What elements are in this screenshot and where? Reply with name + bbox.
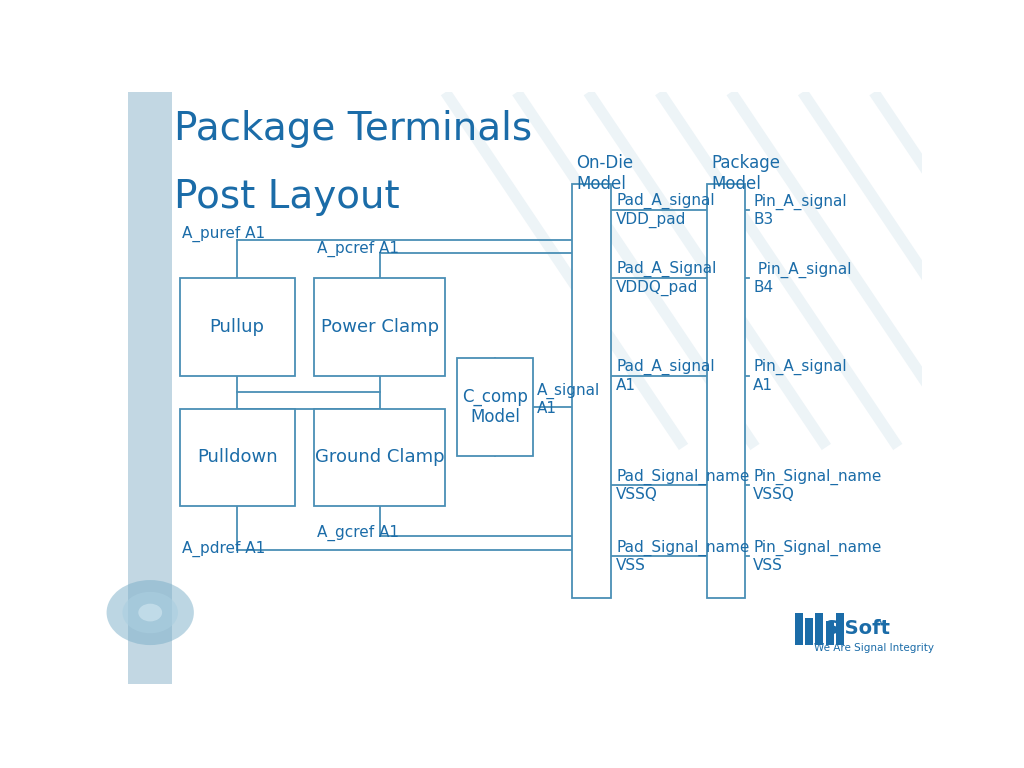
Bar [805, 618, 813, 645]
Text: Pin_A_signal
B3: Pin_A_signal B3 [754, 194, 847, 227]
Text: Pin_Signal_name
VSSQ: Pin_Signal_name VSSQ [754, 468, 882, 502]
Text: Pin_A_signal
A1: Pin_A_signal A1 [754, 359, 847, 392]
Text: Post Layout: Post Layout [174, 178, 399, 216]
Circle shape [106, 580, 194, 645]
Text: Pad_Signal_name
VSSQ: Pad_Signal_name VSSQ [616, 468, 750, 502]
Circle shape [123, 592, 178, 634]
Bar [795, 613, 803, 645]
Bar [179, 279, 295, 376]
Bar [128, 92, 172, 684]
Text: C_comp
Model: C_comp Model [462, 388, 528, 426]
Text: Ground Clamp: Ground Clamp [315, 449, 444, 466]
Bar [708, 184, 745, 598]
Text: A_gcref A1: A_gcref A1 [316, 525, 399, 541]
Bar [179, 409, 295, 506]
Bar [815, 613, 823, 645]
Circle shape [138, 604, 162, 621]
Text: Pin_Signal_name
VSS: Pin_Signal_name VSS [754, 540, 882, 573]
Text: Power Clamp: Power Clamp [321, 318, 439, 336]
Text: A_pdref A1: A_pdref A1 [182, 541, 265, 557]
Bar [825, 621, 834, 645]
Text: Package Terminals: Package Terminals [174, 110, 532, 148]
Bar [314, 409, 445, 506]
Text: Pulldown: Pulldown [197, 449, 278, 466]
Text: Pin_A_signal
B4: Pin_A_signal B4 [754, 262, 852, 295]
Bar [314, 279, 445, 376]
Text: Pullup: Pullup [210, 318, 264, 336]
Text: ™: ™ [873, 621, 885, 631]
Text: Pad_A_Signal
VDDQ_pad: Pad_A_Signal VDDQ_pad [616, 261, 717, 296]
Text: A_signal
A1: A_signal A1 [537, 383, 600, 416]
Text: A_puref A1: A_puref A1 [182, 226, 265, 242]
Bar [572, 184, 610, 598]
Text: Pad_Signal_name
VSS: Pad_Signal_name VSS [616, 540, 750, 573]
Text: Pad_A_signal
VDD_pad: Pad_A_signal VDD_pad [616, 193, 715, 228]
Text: A_pcref A1: A_pcref A1 [316, 241, 399, 257]
Text: Pad_A_signal
A1: Pad_A_signal A1 [616, 359, 715, 392]
Bar [836, 613, 844, 645]
Text: We Are Signal Integrity: We Are Signal Integrity [814, 643, 935, 653]
Bar [458, 358, 532, 456]
Text: Package
Model: Package Model [712, 154, 780, 193]
Text: On-Die
Model: On-Die Model [577, 154, 634, 193]
Text: SiSoft: SiSoft [824, 619, 891, 638]
